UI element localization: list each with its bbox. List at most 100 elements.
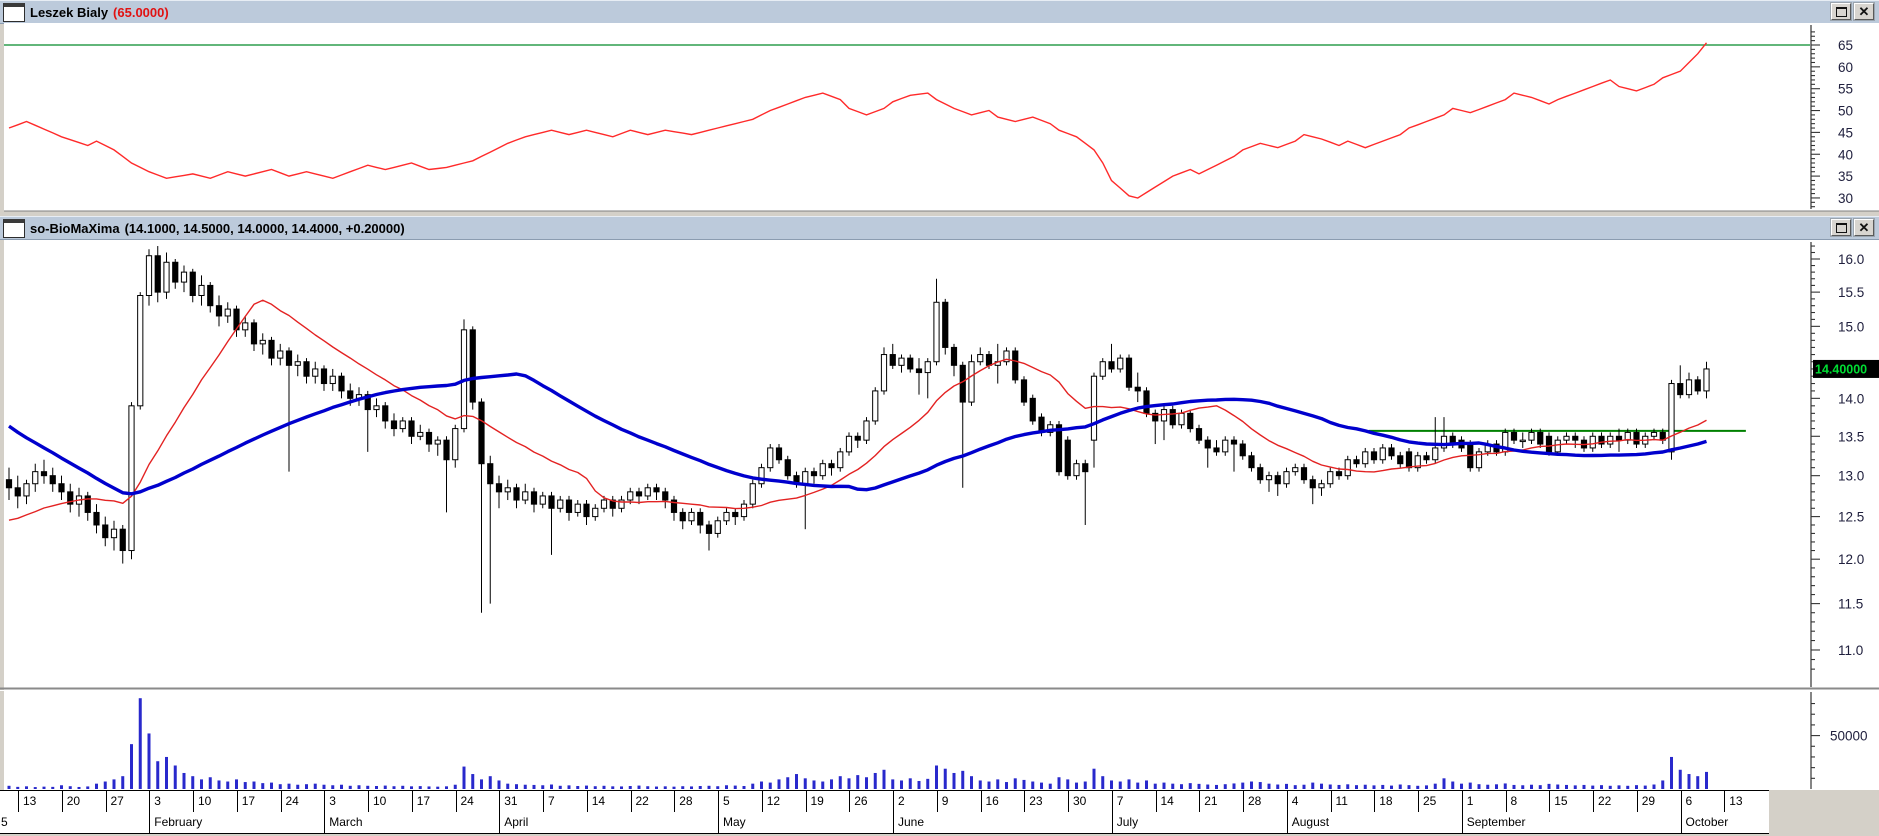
close-button[interactable]: ✕ <box>1854 219 1874 236</box>
week-cell: 25 <box>1418 791 1462 813</box>
week-cell: 18 <box>1374 791 1418 813</box>
window-icon <box>3 218 25 238</box>
week-cell: 8 <box>1505 791 1550 813</box>
svg-text:12.5: 12.5 <box>1838 510 1864 525</box>
svg-text:30: 30 <box>1838 191 1853 206</box>
price-chart[interactable]: 16.0 15.5 15.0 14.0 13.5 13.0 12.5 12.0 11.5 11.0… <box>0 240 1879 790</box>
week-cell: 7 <box>543 791 587 813</box>
svg-text:14.40000: 14.40000 <box>1815 362 1867 376</box>
svg-text:12.0: 12.0 <box>1838 552 1864 567</box>
week-cell: 17 <box>236 791 281 813</box>
svg-text:11.0: 11.0 <box>1838 643 1863 658</box>
maximize-button[interactable] <box>1831 219 1851 236</box>
window-icon <box>3 2 25 22</box>
week-cell: 9 <box>936 791 981 813</box>
week-cell: 30 <box>1068 791 1112 813</box>
svg-text:16.0: 16.0 <box>1838 252 1864 267</box>
svg-text:35: 35 <box>1838 169 1853 184</box>
week-cell: 14 <box>586 791 631 813</box>
maximize-button[interactable] <box>1831 3 1851 20</box>
month-cell-stub: 5 <box>1 815 8 829</box>
week-cell: 29 <box>1636 791 1681 813</box>
indicator-scale: 65 60 55 50 45 40 35 30 <box>1810 25 1853 209</box>
price-window-title: so-BioMaXima <box>30 220 120 236</box>
week-cell: 20 <box>61 791 106 813</box>
svg-text:55: 55 <box>1838 82 1853 97</box>
week-cell: 3 <box>149 791 193 813</box>
svg-text:14.0: 14.0 <box>1838 391 1864 406</box>
svg-text:50: 50 <box>1838 104 1853 119</box>
month-cell: April <box>499 812 718 833</box>
week-cell: 13 <box>1724 791 1768 813</box>
week-cell: 14 <box>1155 791 1200 813</box>
close-icon: ✕ <box>1858 220 1870 235</box>
indicator-line <box>8 42 1708 199</box>
week-cell: 1 <box>1461 791 1506 813</box>
price-tag: 14.40000 <box>1813 359 1879 378</box>
svg-text:15.5: 15.5 <box>1838 285 1864 300</box>
week-cell: 22 <box>630 791 675 813</box>
week-cell: 28 <box>1243 791 1287 813</box>
svg-text:15.0: 15.0 <box>1838 319 1864 334</box>
price-canvas: 16.0 15.5 15.0 14.0 13.5 13.0 12.5 12.0 11.5 11.0… <box>0 240 1879 790</box>
week-cell: 16 <box>980 791 1025 813</box>
month-cell: March <box>324 812 499 833</box>
indicator-canvas: 65 60 55 50 45 40 35 30 <box>4 23 1879 212</box>
ma-fast-line <box>8 299 1707 521</box>
date-axis: 13 20 27 3 10 17 24 3 10 17 24 31 7 14 22 28 5 12 19 26 2 9 16… <box>0 790 1879 834</box>
price-window-ohlc-values: (14.1000, 14.5000, 14.0000, 14.4000, +0.… <box>124 220 405 236</box>
week-cell: 12 <box>761 791 806 813</box>
ma-slow-line <box>8 372 1707 496</box>
close-button[interactable]: ✕ <box>1854 3 1874 20</box>
week-cell: 10 <box>193 791 237 813</box>
month-cell: October <box>1680 812 1770 833</box>
indicator-chart[interactable]: 65 60 55 50 45 40 35 30 <box>0 23 1879 213</box>
week-cell: 6 <box>1680 791 1725 813</box>
week-cell: 24 <box>455 791 500 813</box>
volume-bars <box>7 698 1708 789</box>
week-cell: 24 <box>280 791 325 813</box>
indicator-window-title: Leszek Bialy <box>30 4 109 20</box>
week-cell: 4 <box>1286 791 1331 813</box>
month-cell: August <box>1286 812 1462 833</box>
svg-text:65: 65 <box>1838 38 1853 53</box>
week-cell: 15 <box>1549 791 1593 813</box>
week-cell: 31 <box>499 791 543 813</box>
price-window-titlebar[interactable]: so-BioMaXima (14.1000, 14.5000, 14.0000,… <box>0 216 1879 240</box>
month-cell: February <box>149 812 324 833</box>
week-cell: 7 <box>1111 791 1156 813</box>
svg-text:40: 40 <box>1838 147 1853 162</box>
week-cell: 27 <box>105 791 150 813</box>
week-cell: 22 <box>1593 791 1637 813</box>
month-cell: July <box>1111 812 1287 833</box>
month-cell: May <box>718 812 893 833</box>
week-cell: 13 <box>18 791 62 813</box>
week-cell-stub <box>0 791 18 813</box>
maximize-icon <box>1835 222 1847 233</box>
week-cell: 19 <box>805 791 850 813</box>
price-scale: 16.0 15.5 15.0 14.0 13.5 13.0 12.5 12.0 11.5 11.0 <box>1810 240 1879 790</box>
svg-text:13.5: 13.5 <box>1838 429 1864 444</box>
week-cell: 26 <box>849 791 893 813</box>
month-cell: June <box>893 812 1112 833</box>
month-cell: September <box>1461 812 1681 833</box>
indicator-window-titlebar[interactable]: Leszek Bialy (65.0000) ✕ <box>0 0 1879 24</box>
week-label-row: 13 20 27 3 10 17 24 3 10 17 24 31 7 14 22 28 5 12 19 26 2 9 16… <box>0 790 1769 814</box>
volume-scale: 50000 <box>1810 692 1868 789</box>
week-cell: 5 <box>718 791 762 813</box>
week-cell: 10 <box>368 791 412 813</box>
svg-text:13.0: 13.0 <box>1838 469 1864 484</box>
svg-text:60: 60 <box>1838 60 1853 75</box>
indicator-last-value: (65.0000) <box>113 4 169 20</box>
week-cell: 11 <box>1330 791 1375 813</box>
week-cell: 2 <box>893 791 937 813</box>
close-icon: ✕ <box>1858 4 1870 19</box>
month-label-row: 5 February March April May June July August Sept… <box>0 812 1769 834</box>
svg-text:11.5: 11.5 <box>1838 597 1863 612</box>
week-cell: 21 <box>1199 791 1243 813</box>
week-cell: 3 <box>324 791 368 813</box>
maximize-icon <box>1835 6 1847 17</box>
candlesticks <box>5 246 1710 613</box>
week-cell: 17 <box>411 791 456 813</box>
